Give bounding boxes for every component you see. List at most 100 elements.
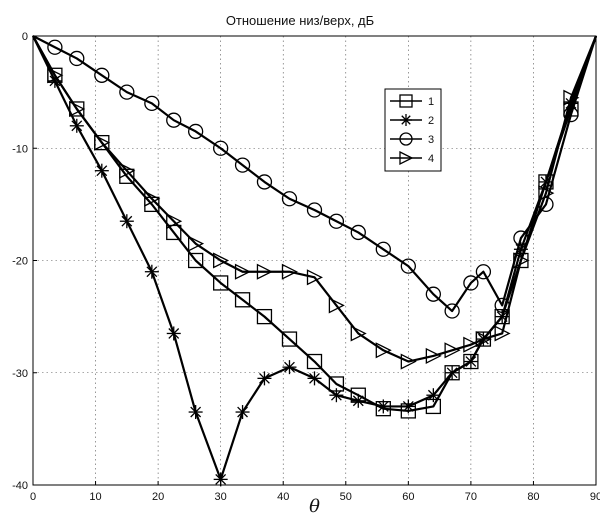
legend-label: 1	[428, 96, 434, 108]
legend-marker	[399, 132, 413, 146]
series-3-point	[256, 174, 273, 190]
series-3-point	[563, 106, 579, 123]
star-stroke	[496, 311, 508, 323]
series-3-point	[166, 112, 182, 128]
series-2-point	[119, 214, 134, 229]
legend: 1 2 3 4	[384, 88, 442, 172]
series-4-point	[494, 325, 511, 342]
series-1-point	[234, 292, 251, 308]
legend-marker	[399, 94, 413, 108]
y-tick-label: -10	[12, 143, 28, 155]
star-stroke	[377, 401, 389, 412]
series-3-point	[350, 224, 366, 241]
axis-ticks: 0 10 20 30 40 50 60 70 80 90 0 -10 -20 -30 -40	[12, 31, 600, 503]
series-1-point	[281, 331, 298, 347]
legend-label: 3	[428, 134, 434, 146]
x-tick-label: 90	[590, 491, 600, 503]
star-stroke	[284, 361, 295, 373]
star-stroke	[190, 406, 202, 418]
series-3-point	[400, 258, 416, 274]
legend-item-4: 4	[390, 150, 434, 166]
series-4-point	[375, 342, 392, 359]
series-2-point	[426, 388, 441, 403]
series-4-point	[513, 252, 530, 269]
series-4-point	[119, 162, 136, 179]
star-stroke	[71, 120, 83, 132]
star-stroke	[121, 215, 133, 227]
legend-marker	[400, 114, 412, 126]
series-1-point	[213, 275, 229, 291]
series-4-point	[563, 89, 580, 106]
series-2-point	[69, 118, 84, 133]
series-2-point	[307, 371, 322, 386]
legend-item-2: 2	[390, 114, 434, 127]
series-4-point	[281, 263, 298, 280]
series-4-point	[94, 134, 111, 151]
series-4-point	[256, 263, 273, 280]
series-4-point	[47, 67, 64, 84]
series-4-point	[463, 336, 480, 353]
x-tick-label: 60	[402, 491, 414, 503]
series-2-point	[445, 365, 460, 380]
series-3	[32, 35, 598, 319]
series-4-point	[444, 342, 461, 359]
star-stroke	[402, 401, 414, 412]
series-2-point	[376, 399, 391, 414]
y-tick-label: -20	[12, 256, 28, 268]
series-4-point	[234, 263, 252, 280]
series-layer	[32, 35, 598, 487]
series-2-point	[94, 163, 109, 178]
series-3-point	[306, 202, 323, 218]
x-tick-label: 70	[465, 491, 477, 503]
x-tick-label: 80	[527, 491, 539, 503]
series-3-point	[144, 95, 160, 111]
series-4-point	[425, 347, 442, 364]
y-tick-label: -40	[12, 480, 28, 492]
series-4-line	[32, 35, 598, 363]
series-2-point	[351, 393, 366, 408]
series-3-point	[425, 286, 442, 302]
x-tick-label: 30	[215, 491, 227, 503]
series-2-point	[401, 399, 416, 414]
legend-item-3: 3	[390, 132, 434, 146]
star-stroke	[330, 389, 342, 401]
series-3-point	[513, 230, 529, 246]
series-4-point	[166, 213, 183, 230]
x-tick-label: 50	[340, 491, 352, 503]
series-4-point	[213, 252, 230, 269]
series-4-point	[69, 100, 86, 118]
star-stroke	[259, 372, 270, 384]
series-3-point	[444, 303, 460, 319]
series-3-point	[375, 241, 391, 257]
x-tick-label: 40	[277, 491, 289, 503]
star-stroke	[146, 266, 158, 278]
series-2-point	[329, 388, 344, 403]
series-3-point	[119, 84, 135, 100]
x-tick-label: 0	[30, 491, 36, 503]
star-stroke	[237, 406, 248, 418]
series-3-point	[281, 191, 298, 207]
series-1-point	[187, 252, 204, 269]
series-4-point	[306, 269, 323, 286]
series-4	[32, 35, 598, 370]
series-3-point	[213, 140, 229, 156]
x-axis-label: θ	[309, 496, 320, 517]
series-4-point	[350, 325, 367, 342]
series-3-point	[463, 275, 479, 291]
star-stroke	[401, 115, 411, 125]
series-2-point	[463, 354, 478, 369]
series-3-point	[94, 67, 110, 83]
series-2-point	[282, 360, 297, 375]
series-2-point	[235, 405, 250, 420]
star-stroke	[352, 395, 364, 407]
legend-item-1: 1	[390, 94, 434, 108]
legend-marker	[399, 150, 414, 166]
series-3-point	[47, 39, 63, 55]
series-3-point	[234, 157, 251, 173]
series-2-point	[188, 405, 203, 420]
star-stroke	[96, 165, 108, 177]
legend-label: 4	[428, 153, 434, 165]
star-stroke	[309, 372, 320, 384]
